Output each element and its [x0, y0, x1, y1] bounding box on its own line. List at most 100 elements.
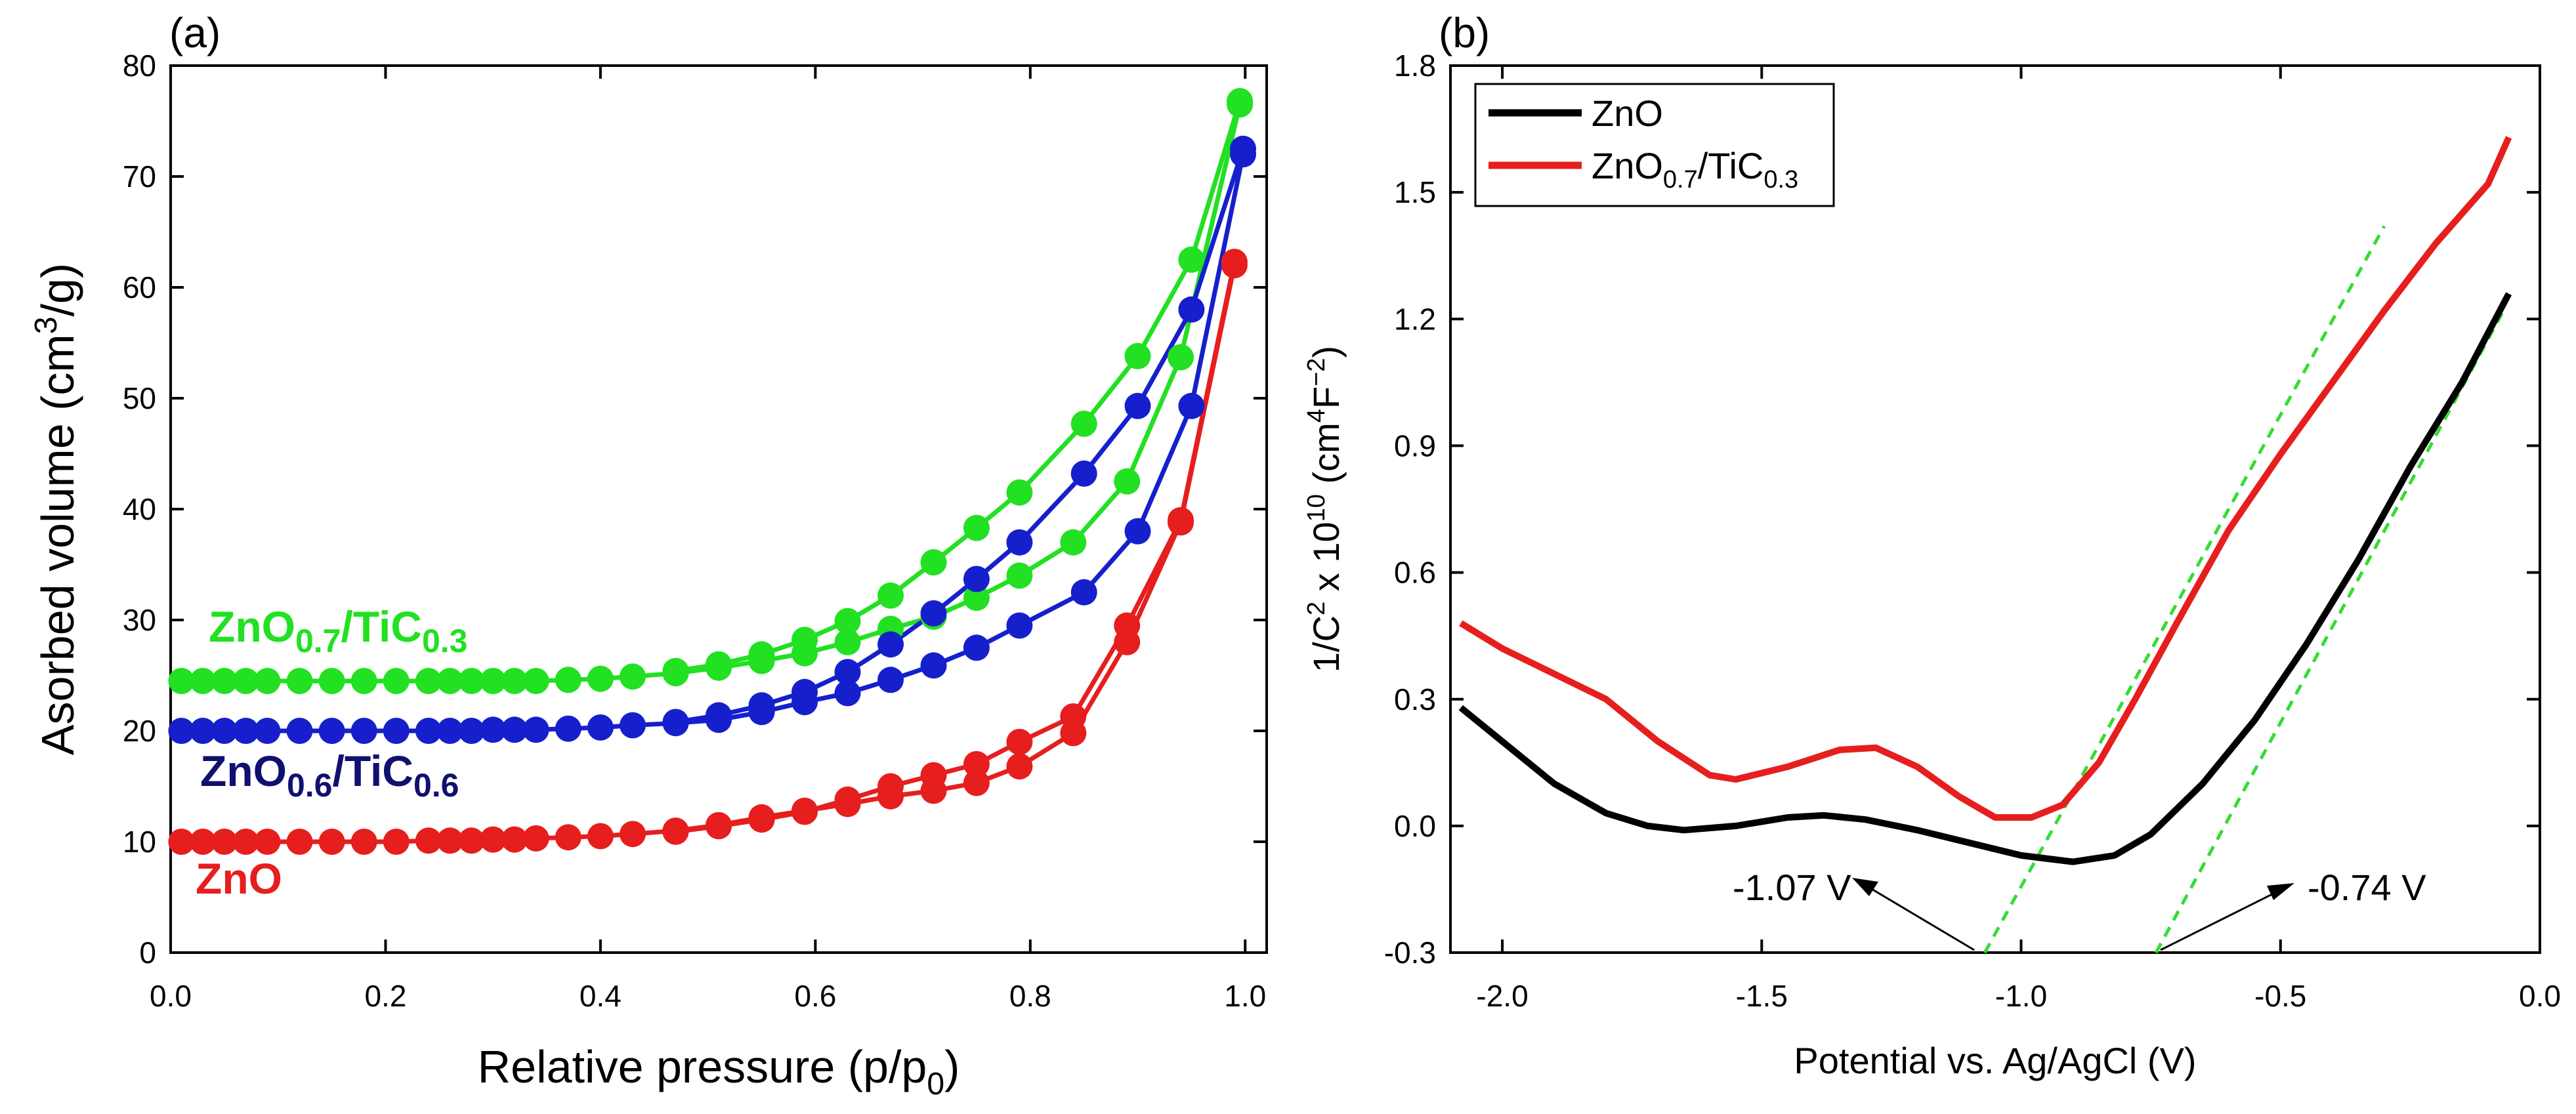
series-line-1-desorption [675, 148, 1246, 724]
data-point-2-desorption [834, 786, 861, 813]
data-point-1-adsorption [920, 652, 947, 679]
data-point-2-desorption [706, 813, 732, 840]
data-point-0-adsorption [480, 668, 507, 694]
data-point-0-adsorption [1168, 344, 1194, 371]
data-point-0-desorption [963, 514, 990, 541]
y-tick-label: 1.8 [1394, 49, 1436, 83]
y-tick-label: 1.2 [1394, 302, 1436, 336]
y-tick-label: 0.3 [1394, 682, 1436, 716]
data-point-0-desorption [706, 651, 732, 678]
data-point-0-desorption [877, 582, 904, 609]
data-point-1-desorption [662, 709, 689, 735]
data-point-0-desorption [1227, 88, 1254, 115]
legend-label-zno06-tic06: ZnO0.6/TiC0.6 [200, 747, 459, 804]
data-point-1-adsorption [620, 712, 646, 739]
data-point-2-adsorption [501, 826, 528, 853]
data-point-1-adsorption [254, 718, 281, 744]
data-point-2-adsorption [254, 829, 281, 855]
panel-a-ticks: 0.0 0.2 0.4 0.6 0.8 1.0 0 10 20 30 40 50 60 70 80 [123, 49, 1267, 1013]
y-tick-label: 30 [123, 603, 156, 637]
data-point-0-adsorption [190, 668, 217, 694]
data-point-1-adsorption [168, 718, 195, 744]
x-tick-label: 0.4 [580, 979, 622, 1013]
data-point-0-adsorption [963, 585, 990, 611]
data-point-0-adsorption [318, 668, 345, 694]
data-point-0-adsorption [555, 667, 581, 693]
panel-b-annotations: -1.07 V -0.74 V [1733, 867, 2426, 951]
x-tick-label: 0.0 [150, 979, 192, 1013]
data-point-1-adsorption [458, 718, 485, 744]
data-point-1-adsorption [232, 718, 259, 744]
x-tick-label: -0.5 [2254, 979, 2306, 1013]
data-point-2-adsorption [1006, 753, 1033, 780]
data-point-2-desorption [963, 751, 990, 777]
data-point-1-adsorption [1070, 579, 1097, 606]
data-point-2-desorption [1060, 703, 1087, 730]
annotation-arrowhead-left [1852, 878, 1878, 896]
panel-a-x-axis-title: Relative pressure (p/p0) [478, 1041, 960, 1102]
data-point-0-desorption [1178, 246, 1205, 273]
data-point-0-adsorption [254, 668, 281, 694]
data-point-0-adsorption [383, 668, 410, 694]
data-point-2-adsorption [383, 829, 410, 855]
legend-label-zno07-tic03: ZnO0.7/TiC0.3 [209, 602, 467, 659]
data-point-2-adsorption [286, 829, 313, 855]
data-point-0-adsorption [211, 668, 238, 694]
x-tick-label: 0.8 [1009, 979, 1051, 1013]
panel-b-series [1458, 136, 2512, 865]
data-point-0-adsorption [232, 668, 259, 694]
x-tick-label: -1.5 [1736, 979, 1788, 1013]
x-tick-label: 0.2 [364, 979, 406, 1013]
data-point-1-adsorption [190, 718, 217, 744]
data-point-1-adsorption [1178, 392, 1205, 419]
data-point-2-adsorption [587, 823, 614, 850]
data-point-1-adsorption [555, 715, 581, 742]
data-point-1-adsorption [350, 718, 377, 744]
fit-line-0 [1983, 225, 2386, 954]
data-point-1-adsorption [1124, 518, 1151, 545]
data-point-1-desorption [920, 600, 947, 627]
data-point-1-desorption [963, 566, 990, 592]
x-tick-label: -2.0 [1476, 979, 1528, 1013]
y-tick-label: 0.9 [1394, 429, 1436, 463]
data-point-2-adsorption [190, 829, 217, 855]
series-curve-0 [1458, 292, 2512, 865]
y-tick-label: 10 [123, 825, 156, 859]
data-point-2-adsorption [350, 829, 377, 855]
data-point-0-desorption [1070, 410, 1097, 437]
data-point-0-desorption [748, 641, 775, 668]
data-point-0-adsorption [350, 668, 377, 694]
data-point-1-adsorption [877, 667, 904, 693]
data-point-0-desorption [1006, 479, 1033, 506]
y-tick-label: 0 [139, 936, 156, 970]
data-point-1-desorption [877, 631, 904, 658]
data-point-1-adsorption [286, 718, 313, 744]
data-point-2-adsorption [436, 827, 463, 854]
data-point-1-desorption [1230, 135, 1256, 162]
data-point-2-adsorption [211, 829, 238, 855]
data-point-2-desorption [748, 806, 775, 833]
x-tick-label: 0.6 [794, 979, 836, 1013]
data-point-2-adsorption [620, 821, 646, 848]
data-point-2-adsorption [522, 825, 549, 852]
y-tick-label: -0.3 [1384, 936, 1436, 970]
data-point-0-adsorption [436, 668, 463, 694]
data-point-0-desorption [834, 608, 861, 634]
data-point-0-desorption [792, 627, 818, 653]
data-point-1-adsorption [211, 718, 238, 744]
data-point-0-adsorption [415, 668, 442, 694]
panel-a-label: (a) [169, 9, 221, 56]
data-point-0-adsorption [1060, 529, 1087, 556]
fit-line-1 [2154, 310, 2505, 954]
y-tick-label: 20 [123, 714, 156, 748]
panel-b-frame [1449, 64, 2541, 954]
x-tick-label: -1.0 [1995, 979, 2047, 1013]
data-point-1-desorption [1124, 392, 1151, 419]
data-point-1-adsorption [963, 634, 990, 661]
y-tick-label: 60 [123, 270, 156, 304]
data-point-2-adsorption [232, 829, 259, 855]
data-point-0-desorption [920, 549, 947, 576]
data-point-1-adsorption [587, 714, 614, 741]
data-point-2-desorption [1168, 506, 1194, 533]
